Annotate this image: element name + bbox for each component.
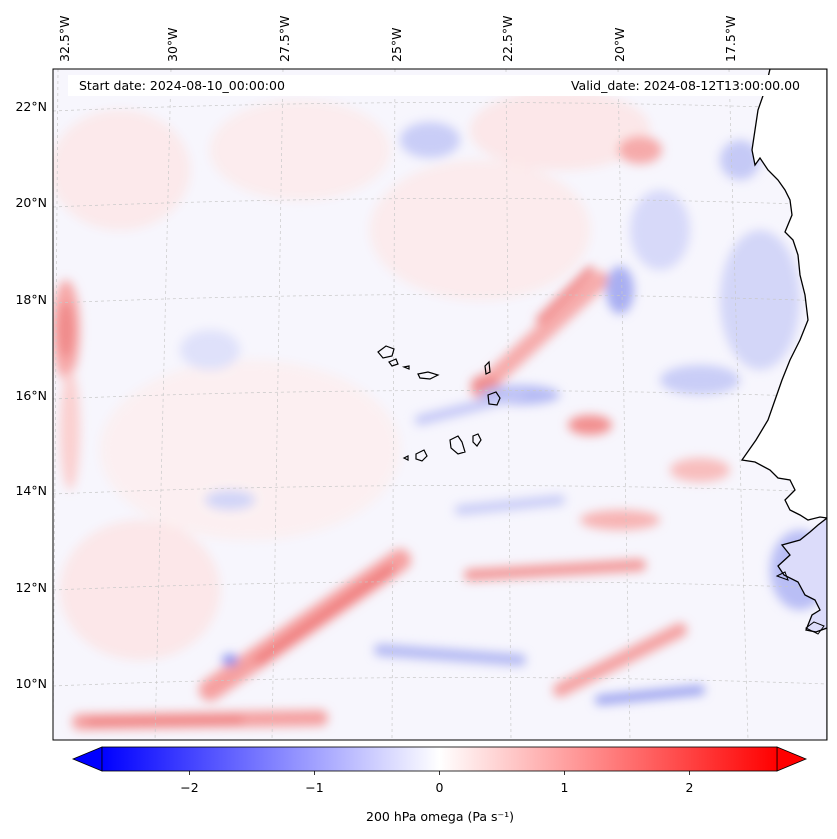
lon-label-17-5w: 17.5°W [723, 16, 738, 62]
lon-label-27-5w: 27.5°W [277, 16, 292, 62]
lon-label-30w: 30°W [165, 27, 180, 62]
colorbar-tick-label: −1 [305, 780, 323, 795]
africa-coastline-south [777, 517, 827, 740]
colorbar-label: 200 hPa omega (Pa s⁻¹) [366, 809, 514, 824]
coastal-islet [775, 571, 789, 581]
map-panel: Start date: 2024-08-10_00:00:00 Valid_da… [53, 69, 827, 740]
colorbar-ticks: −2 −1 0 1 2 [180, 771, 693, 795]
date-header-band [68, 75, 808, 96]
lon-tick-labels: 32.5°W 30°W 27.5°W 25°W 22.5°W 20°W 17.5… [57, 16, 738, 62]
lat-label-14n: 14°N [15, 483, 47, 498]
colorbar-tick-label: 1 [561, 780, 569, 795]
africa-coastline [740, 69, 827, 521]
lat-label-22n: 22°N [15, 99, 47, 114]
lat-label-18n: 18°N [15, 292, 47, 307]
lon-label-32-5w: 32.5°W [57, 16, 72, 62]
colorbar-tick-label: 0 [436, 780, 444, 795]
map-frame [52, 68, 828, 741]
cape-verde-islands [377, 345, 501, 462]
lon-label-22-5w: 22.5°W [500, 16, 515, 62]
colorbar-high-extension [776, 746, 808, 772]
lat-label-10n: 10°N [15, 676, 47, 691]
colorbar-tick-label: −2 [180, 780, 198, 795]
colorbar-tick-label: 2 [686, 780, 694, 795]
colorbar: −2 −1 0 1 2 200 hPa omega (Pa s⁻¹) [71, 746, 808, 824]
lat-label-20n: 20°N [15, 195, 47, 210]
lon-label-25w: 25°W [389, 27, 404, 62]
lon-label-20w: 20°W [612, 27, 627, 62]
valid-date-label: Valid_date: 2024-08-12T13:00:00.00 [571, 78, 800, 93]
lat-label-16n: 16°N [15, 388, 47, 403]
colorbar-low-extension [71, 746, 103, 772]
lat-label-12n: 12°N [15, 580, 47, 595]
start-date-label: Start date: 2024-08-10_00:00:00 [79, 78, 285, 93]
lat-tick-labels: 22°N 20°N 18°N 16°N 14°N 12°N 10°N [15, 99, 47, 691]
coastal-islet [805, 621, 825, 635]
colorbar-gradient [101, 746, 778, 772]
graticule [53, 69, 827, 740]
